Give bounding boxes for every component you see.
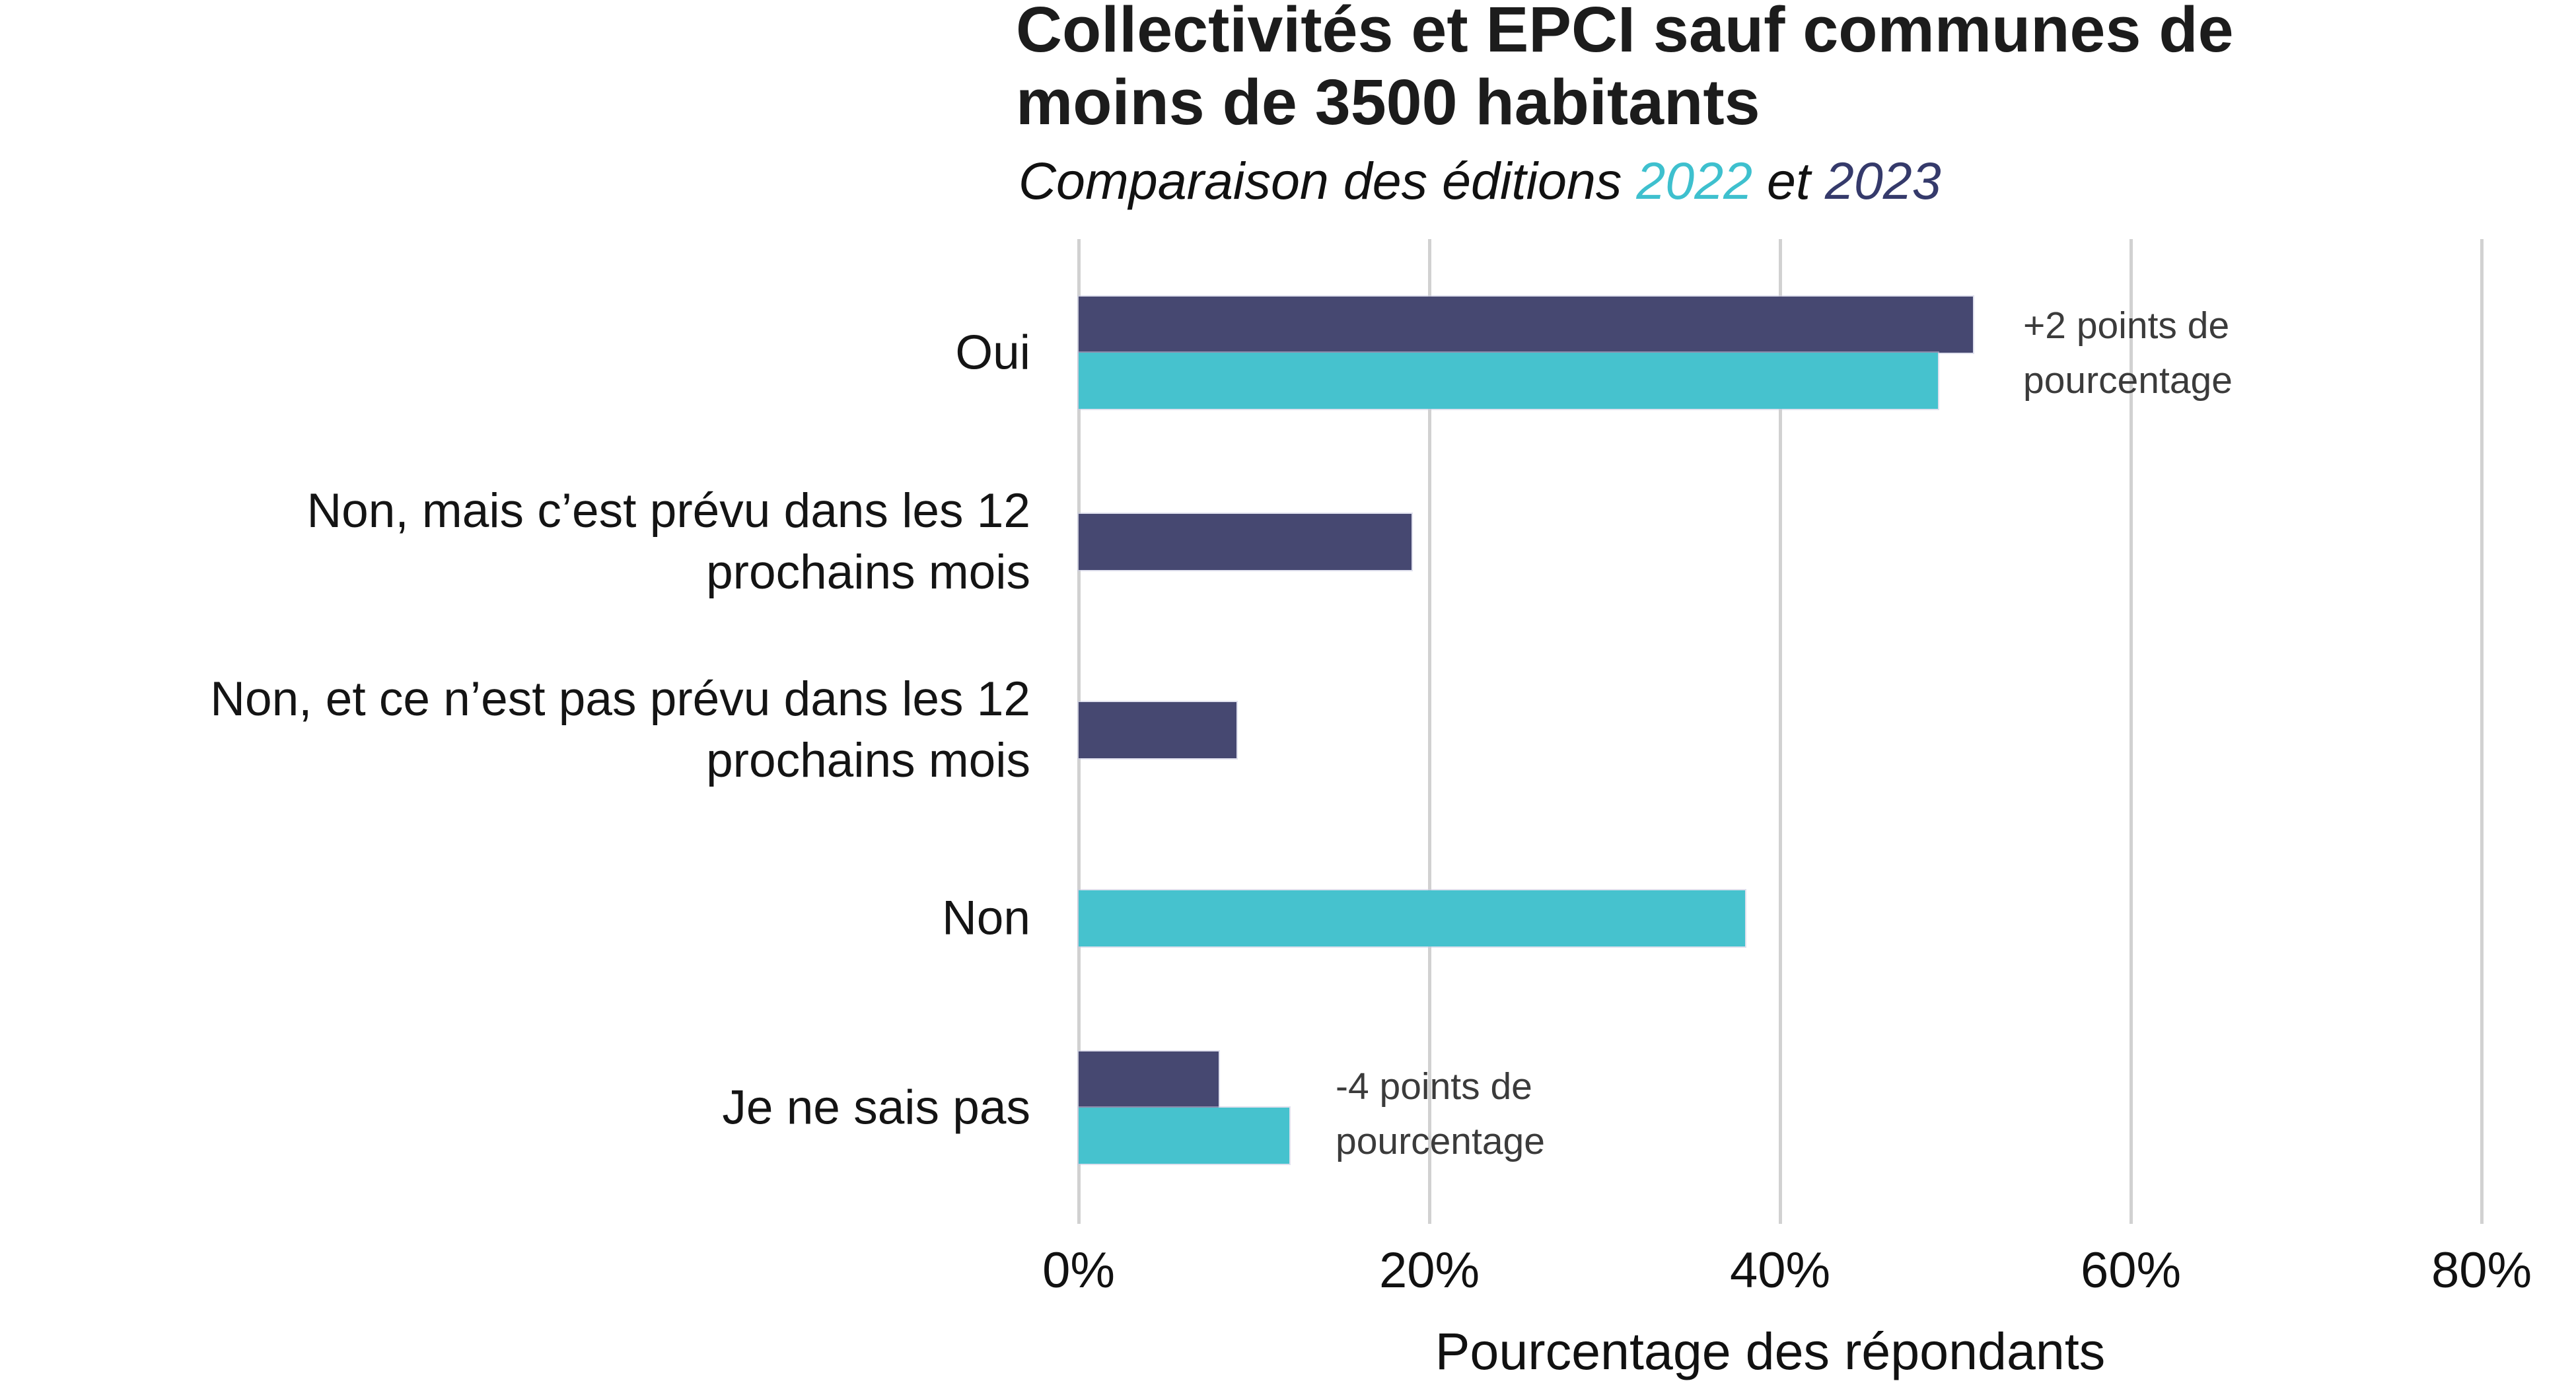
gridline	[2480, 239, 2484, 1224]
x-tick-label: 0%	[1042, 1242, 1115, 1298]
bar-2022	[1079, 890, 1745, 946]
subtitle-year-2022: 2022	[1636, 151, 1753, 210]
gridline	[2129, 239, 2133, 1224]
x-tick-label: 60%	[2080, 1242, 2182, 1298]
category-label: Non, et ce n’est pas prévu dans les 12 p…	[210, 672, 1030, 787]
category-label: Non	[942, 891, 1030, 945]
bar-annotation: -4 points de pourcentage	[1336, 1065, 1545, 1162]
bar-2023	[1079, 702, 1236, 758]
bar-annotation: +2 points de pourcentage	[2023, 304, 2233, 402]
chart-title: Collectivités et EPCI sauf communes de m…	[1016, 0, 2234, 138]
x-tick-label: 40%	[1729, 1242, 1831, 1298]
x-tick-label: 80%	[2431, 1242, 2532, 1298]
bar-2022	[1079, 353, 1938, 409]
category-label: Je ne sais pas	[722, 1081, 1030, 1135]
category-label: Oui	[955, 326, 1030, 380]
category-label: Non, mais c’est prévu dans les 12 procha…	[306, 484, 1030, 599]
subtitle-text: Comparaison des éditions	[1019, 151, 1637, 210]
subtitle-connector: et	[1752, 151, 1825, 210]
x-axis-title: Pourcentage des répondants	[1435, 1322, 2106, 1380]
x-tick-label: 20%	[1378, 1242, 1480, 1298]
gridline	[1427, 239, 1431, 1224]
bar-2023	[1079, 1051, 1219, 1108]
bar-2022	[1079, 1108, 1289, 1164]
bar-2023	[1079, 297, 1974, 353]
bar-2023	[1079, 514, 1412, 570]
subtitle-year-2023: 2023	[1824, 151, 1941, 210]
chart-subtitle: Comparaison des éditions 2022 et 2023	[1019, 151, 1941, 211]
gridline	[1778, 239, 1782, 1224]
